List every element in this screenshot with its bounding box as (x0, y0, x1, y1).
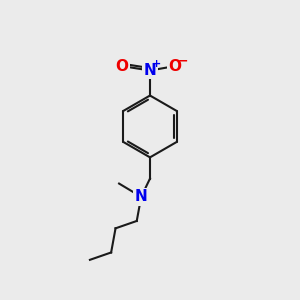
Text: +: + (152, 59, 161, 69)
Text: O: O (116, 58, 128, 74)
Text: −: − (178, 54, 188, 67)
Text: N: N (144, 63, 156, 78)
Text: N: N (135, 189, 148, 204)
Text: O: O (169, 58, 182, 74)
